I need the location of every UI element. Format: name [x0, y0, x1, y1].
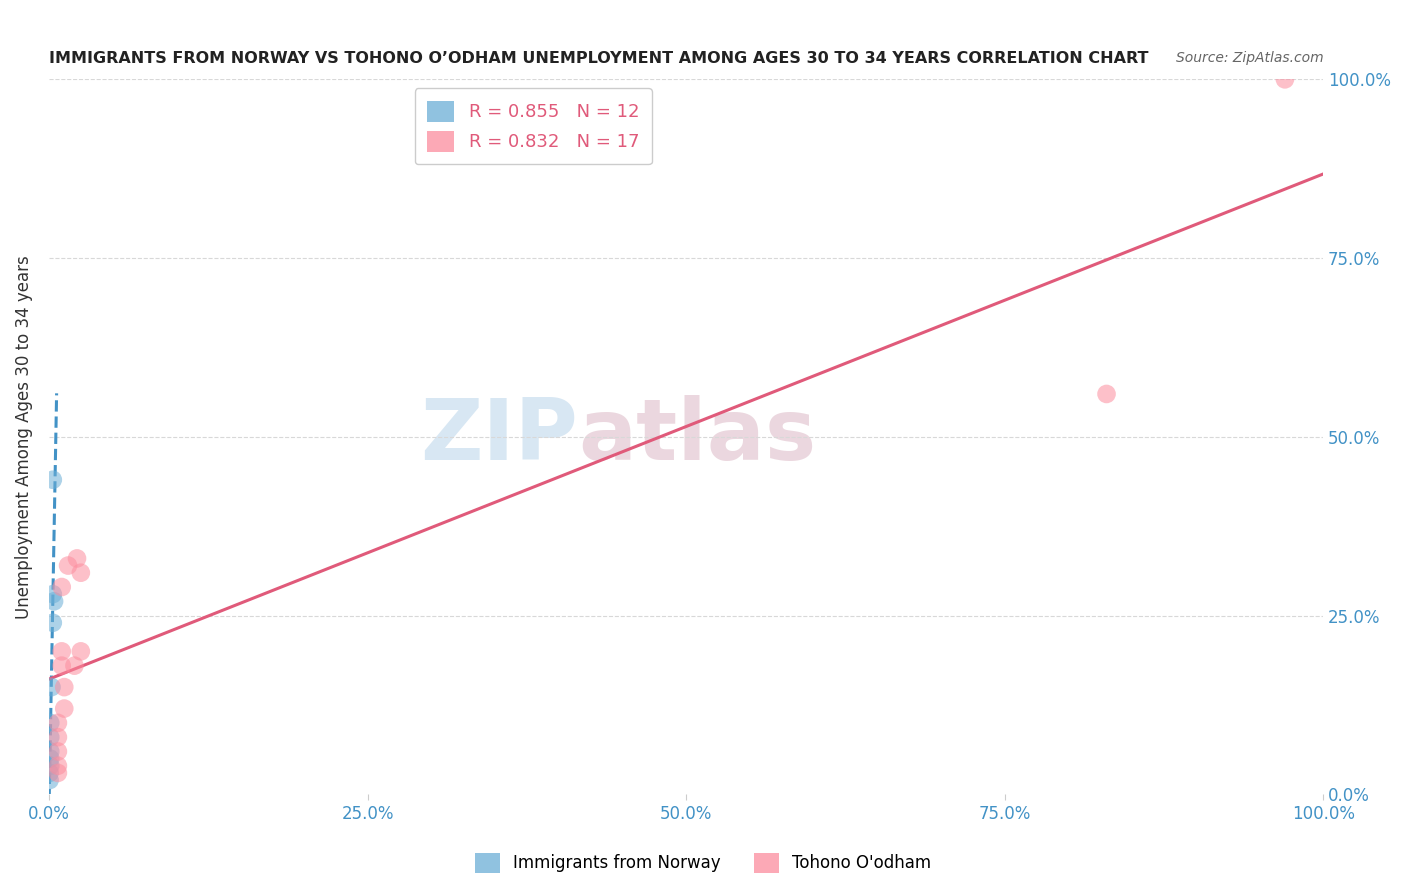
- Point: [46, 744, 69, 758]
- Text: atlas: atlas: [578, 395, 815, 478]
- Point: [42, 587, 65, 601]
- Point: [46, 758, 69, 772]
- Point: [46, 730, 69, 744]
- Legend: Immigrants from Norway, Tohono O'odham: Immigrants from Norway, Tohono O'odham: [468, 847, 938, 880]
- Point: [63, 658, 86, 673]
- Point: [53, 680, 76, 694]
- Point: [38, 766, 60, 780]
- Point: [51, 580, 73, 594]
- Point: [51, 644, 73, 658]
- Point: [51, 658, 73, 673]
- Point: [39, 758, 62, 772]
- Point: [39, 715, 62, 730]
- Point: [42, 615, 65, 630]
- Text: IMMIGRANTS FROM NORWAY VS TOHONO O’ODHAM UNEMPLOYMENT AMONG AGES 30 TO 34 YEARS : IMMIGRANTS FROM NORWAY VS TOHONO O’ODHAM…: [49, 51, 1149, 66]
- Legend: R = 0.855   N = 12, R = 0.832   N = 17: R = 0.855 N = 12, R = 0.832 N = 17: [415, 88, 652, 164]
- Point: [39, 730, 62, 744]
- Point: [46, 715, 69, 730]
- Point: [1274, 72, 1296, 87]
- Point: [56, 558, 79, 573]
- Y-axis label: Unemployment Among Ages 30 to 34 years: Unemployment Among Ages 30 to 34 years: [15, 255, 32, 619]
- Point: [39, 744, 62, 758]
- Text: ZIP: ZIP: [420, 395, 578, 478]
- Point: [42, 594, 65, 608]
- Point: [1095, 387, 1118, 401]
- Text: Source: ZipAtlas.com: Source: ZipAtlas.com: [1175, 51, 1323, 65]
- Point: [39, 751, 62, 765]
- Point: [69, 566, 91, 580]
- Point: [41, 680, 63, 694]
- Point: [66, 551, 89, 566]
- Point: [69, 644, 91, 658]
- Point: [53, 701, 76, 715]
- Point: [42, 473, 65, 487]
- Point: [38, 773, 60, 788]
- Point: [46, 766, 69, 780]
